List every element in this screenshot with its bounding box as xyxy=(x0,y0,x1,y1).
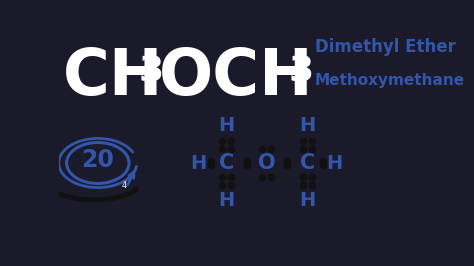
Text: H: H xyxy=(327,153,343,173)
Text: H: H xyxy=(299,116,315,135)
Text: 3: 3 xyxy=(138,53,164,88)
Text: Dimethyl Ether: Dimethyl Ether xyxy=(315,38,456,56)
Text: H: H xyxy=(218,192,235,210)
Text: CH: CH xyxy=(63,46,164,108)
Text: Methoxymethane: Methoxymethane xyxy=(315,73,465,88)
Text: 3: 3 xyxy=(289,53,314,88)
Text: H: H xyxy=(299,192,315,210)
Text: O: O xyxy=(258,153,275,173)
Text: 20: 20 xyxy=(82,148,114,172)
Text: C: C xyxy=(219,153,234,173)
Text: C: C xyxy=(300,153,315,173)
Text: OCH: OCH xyxy=(158,46,313,108)
Text: H: H xyxy=(218,116,235,135)
Text: 4: 4 xyxy=(122,181,127,190)
Text: H: H xyxy=(191,153,207,173)
